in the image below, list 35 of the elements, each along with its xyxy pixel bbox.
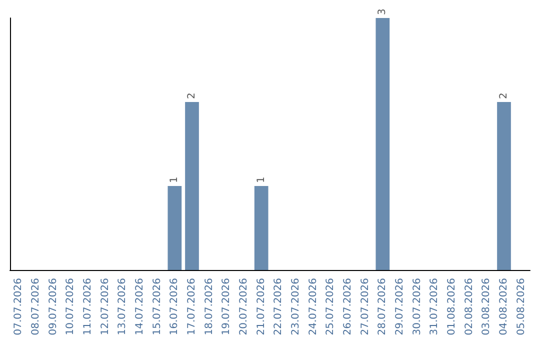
x-tick-label: 08.07.2026 [30, 278, 42, 336]
x-tick-label: 31.07.2026 [429, 278, 440, 336]
x-tick-label: 05.08.2026 [516, 278, 527, 336]
x-tick-label: 16.07.2026 [169, 278, 180, 336]
x-tick-label: 30.07.2026 [412, 278, 423, 336]
x-tick-label: 25.07.2026 [325, 278, 336, 336]
x-tick-label: 20.07.2026 [238, 278, 250, 336]
x-tick-label: 15.07.2026 [152, 278, 163, 336]
x-tick-label: 04.08.2026 [498, 278, 510, 336]
x-tick-label: 10.07.2026 [65, 278, 76, 336]
x-tick-label: 26.07.2026 [342, 278, 354, 336]
x-tick-label: 17.07.2026 [186, 278, 198, 336]
x-tick-label: 07.07.2026 [13, 278, 24, 336]
data-label: 1 [256, 176, 267, 183]
x-tick-label: 09.07.2026 [48, 278, 59, 336]
x-tick-label: 23.07.2026 [290, 278, 302, 336]
data-label: 2 [186, 92, 198, 99]
x-tick-label: 19.07.2026 [221, 278, 232, 336]
x-tick-label: 18.07.2026 [204, 278, 215, 336]
data-label: 2 [498, 92, 510, 99]
x-tick-label: 14.07.2026 [134, 278, 146, 336]
data-label: 1 [169, 176, 180, 183]
x-tick-label: 01.08.2026 [446, 278, 458, 336]
x-tick-label: 28.07.2026 [377, 278, 388, 336]
x-tick-label: 12.07.2026 [100, 278, 111, 336]
x-tick-label: 22.07.2026 [273, 278, 284, 336]
x-tick-label: 27.07.2026 [360, 278, 371, 336]
x-tick-label: 29.07.2026 [394, 278, 406, 336]
x-tick-label: 24.07.2026 [308, 278, 319, 336]
data-label: 3 [377, 8, 388, 15]
x-tick-label: 21.07.2026 [256, 278, 267, 336]
x-tick-label: 02.08.2026 [464, 278, 475, 336]
x-tick-label: 03.08.2026 [481, 278, 492, 336]
x-tick-label: 13.07.2026 [117, 278, 128, 336]
x-tick-label: 11.07.2026 [82, 278, 94, 336]
